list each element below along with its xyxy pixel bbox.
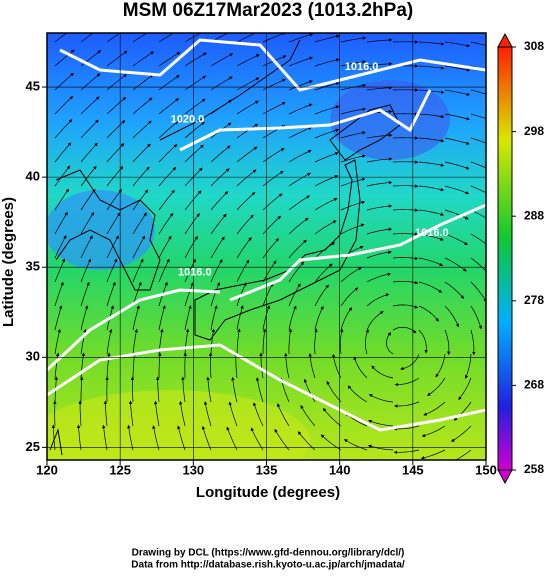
credit: Drawing by DCL (https://www.gfd-dennou.o… (132, 548, 405, 559)
colorbar-tick-label: 288 (524, 208, 544, 222)
isobar-label: 1016.0 (345, 61, 379, 73)
colorbar-tick-label: 278 (524, 293, 544, 307)
colorbar-ticks: 258 268 278 288 298 308 (512, 39, 544, 476)
credit: Data from http://database.rish.kyoto-u.a… (131, 560, 405, 571)
x-tick-label: 120 (36, 462, 58, 477)
colorbar: 258 268 278 288 298 308 (498, 34, 544, 483)
y-tick-label: 25 (26, 439, 40, 454)
x-tick-label: 150 (475, 462, 497, 477)
x-tick-label: 145 (402, 462, 424, 477)
colorbar-tick-label: 258 (524, 462, 544, 476)
isobar-label: 1016.0 (178, 267, 212, 279)
y-tick-label: 35 (26, 259, 40, 274)
x-tick-label: 135 (256, 462, 278, 477)
plot-area: 1016.0 1020.0 1016.0 1016.0 (30, 27, 495, 490)
isobar-label: 1016.0 (415, 227, 449, 239)
colorbar-scale (498, 47, 512, 470)
x-tick-label: 130 (182, 462, 204, 477)
y-axis-label: Latitude (degrees) (0, 197, 17, 327)
x-tick-label: 140 (329, 462, 351, 477)
y-tick-label: 45 (26, 78, 40, 93)
colorbar-tick-label: 298 (524, 124, 544, 138)
colorbar-tick-label: 308 (524, 39, 544, 53)
y-tick-label: 40 (26, 169, 40, 184)
isobar-label: 1020.0 (171, 113, 205, 125)
colorbar-min-arrow (498, 470, 512, 483)
y-tick-label: 30 (26, 349, 40, 364)
x-axis-label: Longitude (degrees) (196, 484, 340, 501)
x-tick-label: 125 (109, 462, 131, 477)
colorbar-max-arrow (498, 34, 512, 47)
chart-title: MSM 06Z17Mar2023 (1013.2hPa) (123, 0, 413, 21)
colorbar-tick-label: 268 (524, 378, 544, 392)
